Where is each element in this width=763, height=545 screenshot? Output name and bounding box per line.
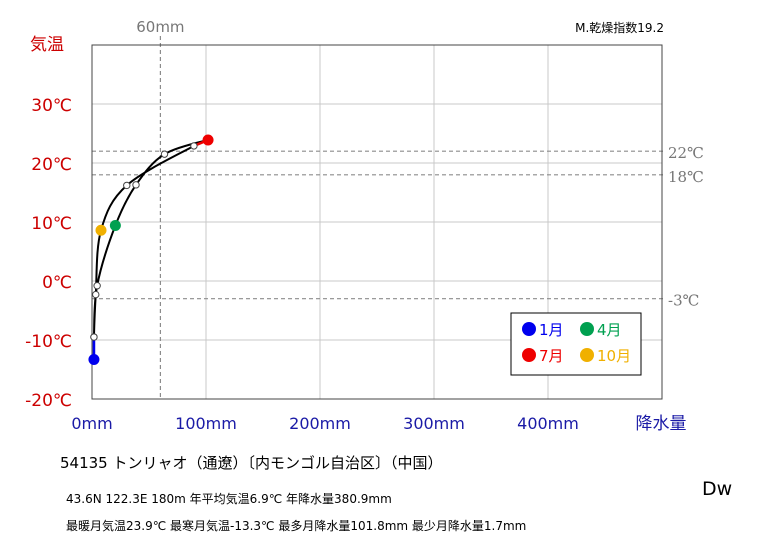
monthly-point xyxy=(92,290,100,299)
legend-label: 4月 xyxy=(597,321,622,339)
highlighted-month-point-1 xyxy=(88,353,100,365)
y-tick-label: 20℃ xyxy=(31,155,72,175)
y-tick-label: 0℃ xyxy=(42,273,72,293)
legend-marker xyxy=(580,348,594,362)
legend-label: 10月 xyxy=(597,347,631,365)
station-info-line-2: 最暖月気温23.9℃ 最寒月気温-13.3℃ 最多月降水量101.8mm 最少月… xyxy=(66,519,527,533)
monthly-point xyxy=(132,181,140,189)
legend-marker xyxy=(522,322,536,336)
x-tick-label: 0mm xyxy=(71,414,112,433)
station-info-line-1: 43.6N 122.3E 180m 年平均気温6.9℃ 年降水量380.9mm xyxy=(66,492,392,506)
y-axis-label: 気温 xyxy=(30,35,64,55)
monthly-point xyxy=(160,150,169,158)
legend-label: 7月 xyxy=(539,347,564,365)
annual-climate-curve xyxy=(92,138,211,360)
highlighted-month-point-7 xyxy=(202,134,214,146)
x-tick-label: 300mm xyxy=(403,414,465,433)
y-tick-label: -10℃ xyxy=(25,332,72,352)
legend-marker xyxy=(522,348,536,362)
station-name: 54135 トンリャオ（通遼）〔内モンゴル自治区〕（中国） xyxy=(60,454,443,472)
dryness-index-label: M.乾燥指数19.2 xyxy=(575,20,664,35)
highlighted-month-point-10 xyxy=(95,224,107,236)
legend-label: 1月 xyxy=(539,321,564,339)
plot-frame xyxy=(91,44,663,400)
reference-label-temperature: 22℃ xyxy=(668,144,704,162)
x-axis-label: 降水量 xyxy=(636,414,687,434)
y-tick-label: -20℃ xyxy=(25,391,72,411)
climograph-chart: 60mm 22℃ 18℃ -3℃ -20℃ -10℃ 0℃ 10℃ 20℃ 30℃ 気温 0mm 100… xyxy=(25,18,704,434)
y-tick-label: 30℃ xyxy=(31,96,72,116)
monthly-point xyxy=(123,181,131,190)
reference-label-60mm: 60mm xyxy=(136,18,184,36)
legend-marker xyxy=(580,322,594,336)
highlighted-month-point-4 xyxy=(109,220,121,232)
x-tick-label: 100mm xyxy=(175,414,237,433)
x-tick-label: 400mm xyxy=(517,414,579,433)
monthly-point xyxy=(93,282,101,290)
reference-label-temperature: 18℃ xyxy=(668,168,704,186)
reference-label-temperature: -3℃ xyxy=(668,292,699,310)
x-tick-label: 200mm xyxy=(289,414,351,433)
y-tick-label: 10℃ xyxy=(31,214,72,234)
climate-code: Dw xyxy=(702,478,733,500)
monthly-point xyxy=(90,333,98,341)
monthly-point xyxy=(190,142,198,150)
